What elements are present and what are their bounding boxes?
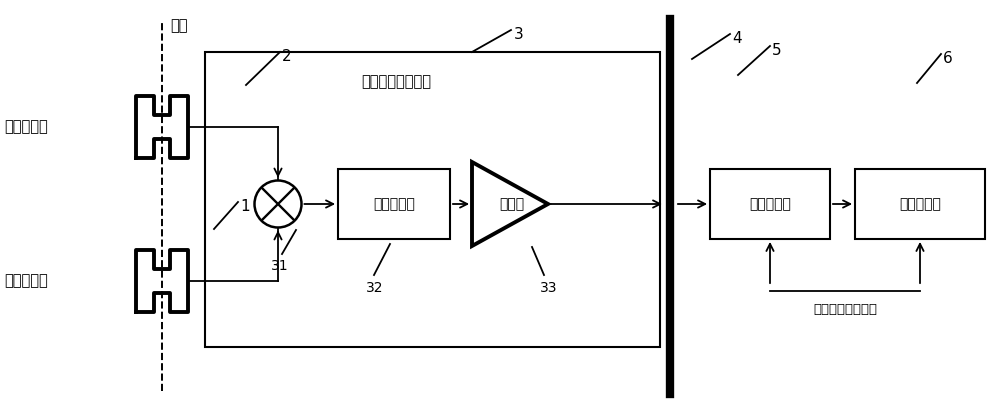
Text: 采样基准时钟信号: 采样基准时钟信号 [813, 303, 877, 316]
Text: 5: 5 [772, 43, 782, 58]
Text: 基准相位腔: 基准相位腔 [4, 274, 48, 288]
Text: 束流: 束流 [170, 18, 188, 33]
Text: 测量相位腔: 测量相位腔 [4, 119, 48, 135]
Bar [205, 52, 660, 347]
Bar [855, 169, 985, 239]
Text: 低通滤波器: 低通滤波器 [373, 197, 415, 211]
Text: 2: 2 [282, 49, 292, 64]
Bar [710, 169, 830, 239]
Polygon shape [472, 162, 548, 246]
Text: 3: 3 [514, 27, 524, 42]
Text: 放大器: 放大器 [499, 197, 525, 211]
Text: 6: 6 [943, 51, 953, 66]
Text: 射频信号处理前端: 射频信号处理前端 [361, 74, 431, 89]
Text: 31: 31 [271, 259, 289, 273]
Bar [338, 169, 450, 239]
Text: 信号处理器: 信号处理器 [899, 197, 941, 211]
Text: 33: 33 [540, 281, 558, 295]
Text: 4: 4 [732, 31, 742, 46]
Text: 1: 1 [240, 199, 250, 214]
Text: 32: 32 [366, 281, 384, 295]
Text: 数据采集器: 数据采集器 [749, 197, 791, 211]
